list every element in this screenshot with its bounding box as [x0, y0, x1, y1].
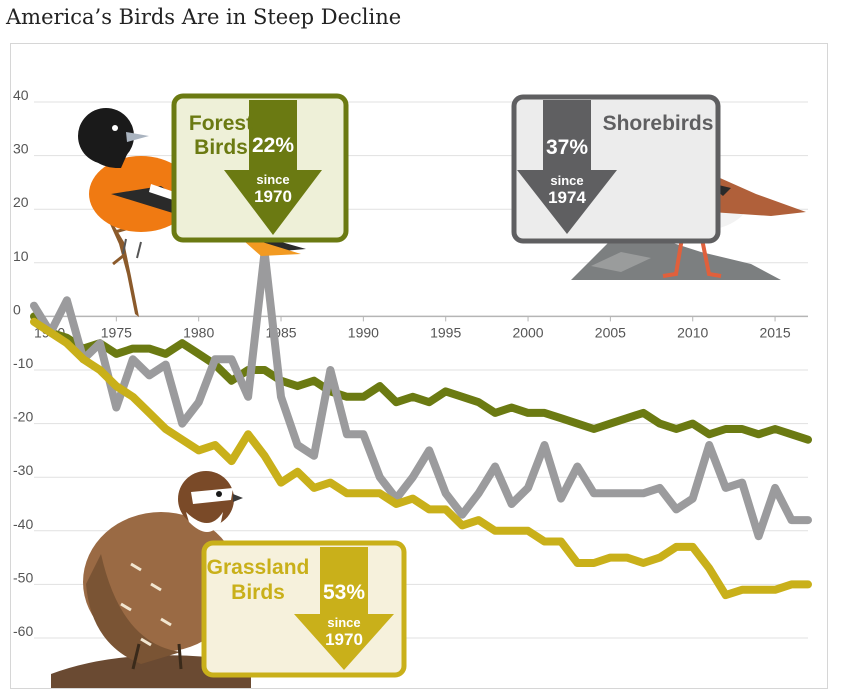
page-title: America’s Birds Are in Steep Decline [6, 5, 402, 29]
x-tick-label: 1980 [183, 324, 214, 340]
shorebirds-year: 1974 [548, 188, 586, 207]
forest-label-line1: Forest [189, 112, 253, 135]
series-layer [30, 248, 812, 600]
chart-panel: 40 30 20 10 0 -10 -20 -30 -40 -50 -60 1970 1975 1980 1… [10, 43, 828, 689]
y-tick-label: 20 [13, 194, 29, 210]
y-tick-label: -40 [13, 516, 33, 532]
x-tick-label: 1990 [348, 324, 379, 340]
grassland-year: 1970 [325, 630, 363, 649]
forest-percent: 22% [252, 134, 294, 157]
x-tick-label: 1995 [430, 324, 461, 340]
grassland-birds-callout: Grassland Birds 53% since 1970 [201, 540, 407, 678]
y-tick-label: 10 [13, 248, 29, 264]
grassland-since: since [327, 615, 360, 630]
y-tick-label: 40 [13, 87, 29, 103]
y-tick-label: 0 [13, 301, 21, 317]
y-tick-label: 30 [13, 141, 29, 157]
forest-since: since [256, 172, 289, 187]
y-tick-label: -10 [13, 355, 33, 371]
shorebirds-callout: Shorebirds 37% since 1974 [511, 94, 721, 244]
forest-birds-callout: Forest Birds 22% since 1970 [171, 93, 349, 243]
forest-label-line2: Birds [194, 136, 248, 159]
x-tick-label: 2010 [677, 324, 708, 340]
forest-year: 1970 [254, 187, 292, 206]
grassland-label-line2: Birds [231, 581, 285, 604]
y-tick-label: -50 [13, 569, 33, 585]
grassland-percent: 53% [323, 581, 365, 604]
y-tick-label: -20 [13, 409, 33, 425]
x-tick-label: 2005 [595, 324, 626, 340]
shorebirds-since: since [550, 173, 583, 188]
shorebirds-label: Shorebirds [603, 112, 714, 135]
y-tick-label: -60 [13, 623, 33, 639]
shorebirds-percent: 37% [546, 136, 588, 159]
shorebird-series-line [30, 248, 812, 541]
x-tick-label: 2015 [759, 324, 790, 340]
x-tick-label: 2000 [512, 324, 543, 340]
grassland-label-line1: Grassland [207, 556, 310, 579]
forest-series-line [30, 312, 812, 444]
grassland-series-line [30, 317, 812, 600]
bobwhite-quail-illustration [51, 471, 251, 688]
y-tick-label: -30 [13, 462, 33, 478]
x-tick-label: 1975 [101, 324, 132, 340]
